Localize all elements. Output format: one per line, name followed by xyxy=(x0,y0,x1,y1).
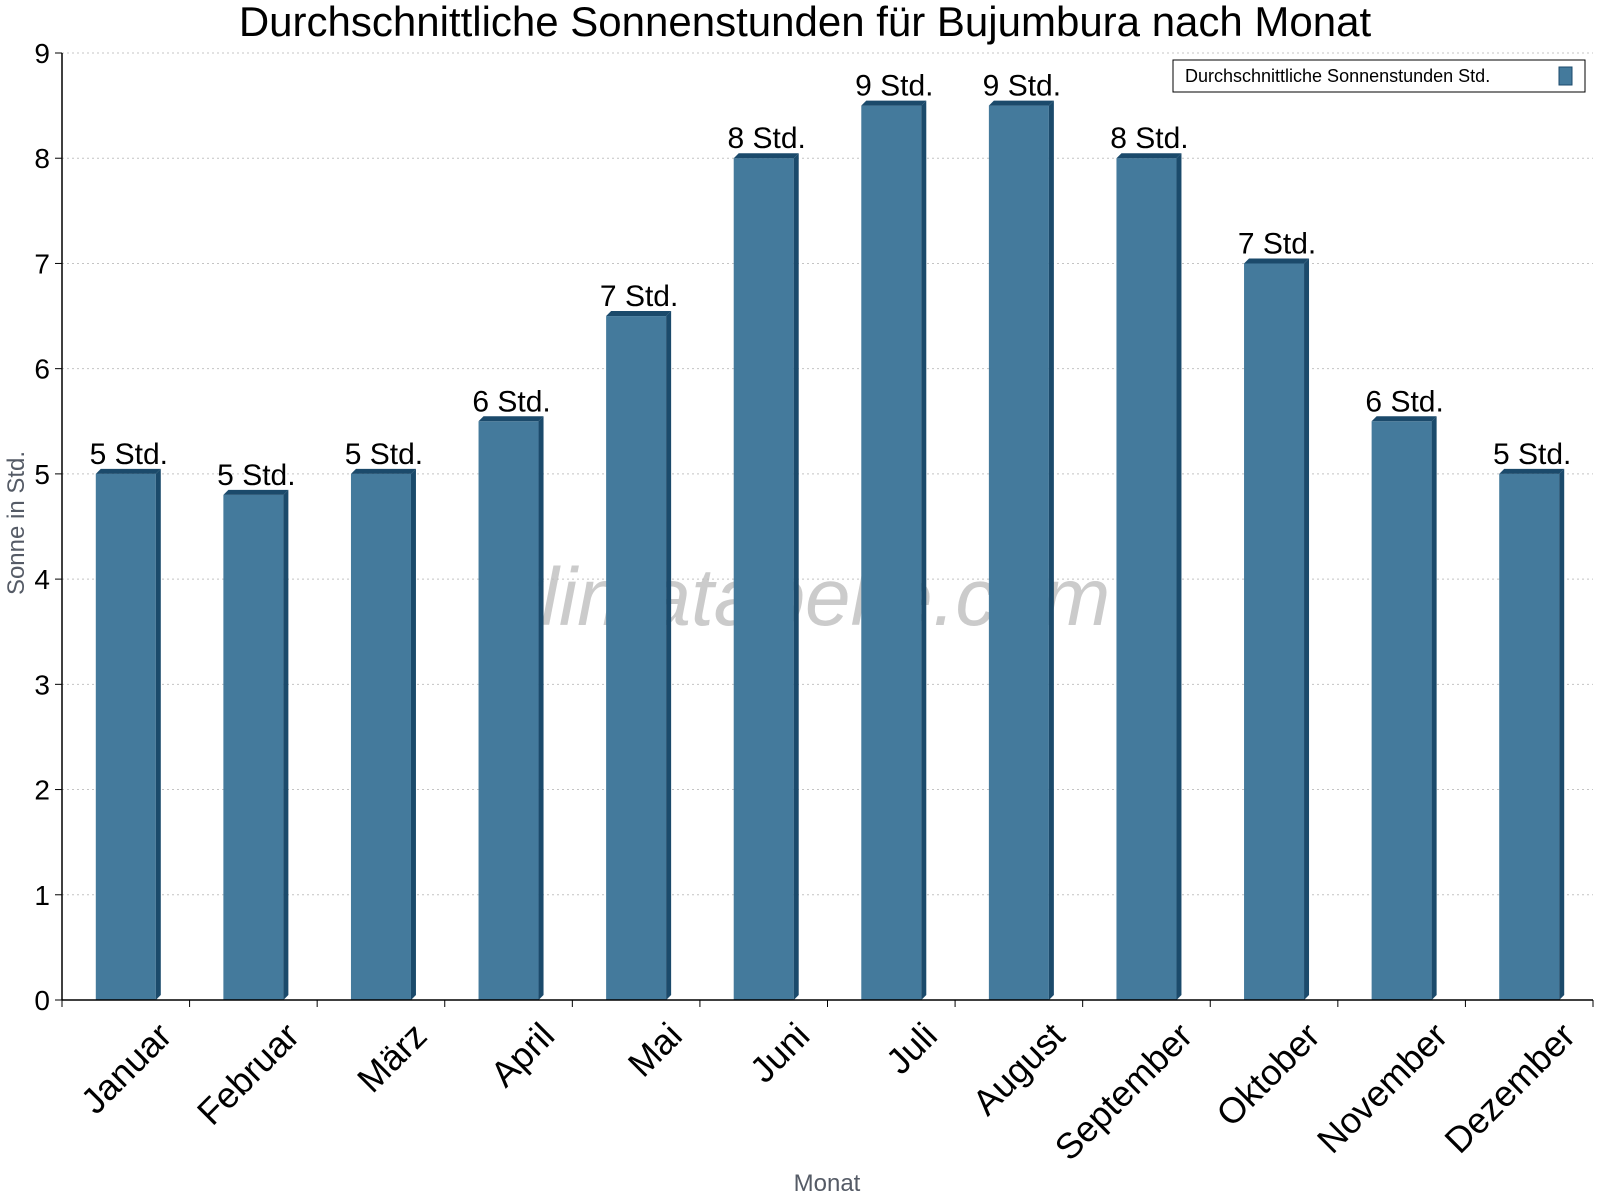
bar-side xyxy=(1176,153,1182,1000)
bar-side xyxy=(1304,258,1310,1000)
bar-november xyxy=(1371,416,1437,1000)
legend-label: Durchschnittliche Sonnenstunden Std. xyxy=(1185,66,1490,86)
data-label: 9 Std. xyxy=(983,70,1061,103)
x-tick-label: April xyxy=(482,1015,562,1095)
bar-front xyxy=(350,473,411,1000)
chart-title: Durchschnittliche Sonnenstunden für Buju… xyxy=(239,0,1372,45)
bar-side xyxy=(793,153,799,1000)
x-tick-label: August xyxy=(964,1015,1072,1123)
bar-front xyxy=(478,421,539,1000)
data-label: 7 Std. xyxy=(1238,227,1316,260)
data-label: 6 Std. xyxy=(1365,385,1443,418)
bar-september xyxy=(1116,153,1182,1000)
bar-top xyxy=(1371,416,1437,422)
legend-box xyxy=(1172,59,1586,93)
bar-top xyxy=(478,416,544,422)
bar-side xyxy=(1431,416,1437,1000)
bar-side xyxy=(921,100,927,1001)
y-tick-label: 7 xyxy=(34,248,50,279)
bar-front xyxy=(1499,473,1560,1000)
legend: Durchschnittliche Sonnenstunden Std. xyxy=(1172,59,1586,93)
y-axis-title: Sonne in Std. xyxy=(3,451,30,595)
data-labels: 5 Std. 5 Std. 5 Std. 6 Std. 7 Std. 8 Std. 9 St… xyxy=(90,70,1572,492)
bar-front xyxy=(1371,421,1432,1000)
y-tick-label: 6 xyxy=(34,354,50,385)
bar-side xyxy=(538,416,544,1000)
data-label: 5 Std. xyxy=(1493,438,1571,471)
bar-top xyxy=(1116,153,1182,159)
data-label: 7 Std. xyxy=(600,280,678,313)
y-tick-label: 1 xyxy=(34,880,50,911)
x-tick-labels: Januar Februar März April Mai Juni Juli AugustS… xyxy=(73,1015,1583,1169)
x-tick-label: Juni xyxy=(742,1015,818,1091)
x-tick-label: Mai xyxy=(620,1015,690,1085)
bar-märz xyxy=(350,468,416,1000)
bar-top xyxy=(350,468,416,474)
x-tick-label: September xyxy=(1047,1015,1201,1169)
data-label: 8 Std. xyxy=(1110,122,1188,155)
bar-oktober xyxy=(1244,258,1310,1000)
bar-januar xyxy=(95,468,161,1000)
bar-side xyxy=(283,489,289,1000)
bar-side xyxy=(1559,468,1565,1000)
y-tick-label: 9 xyxy=(34,38,50,69)
data-label: 6 Std. xyxy=(472,385,550,418)
bar-side xyxy=(410,468,416,1000)
y-tick-label: 8 xyxy=(34,143,50,174)
bar-august xyxy=(988,100,1054,1001)
bars xyxy=(95,100,1565,1001)
bar-mai xyxy=(606,311,672,1000)
bar-april xyxy=(478,416,544,1000)
bar-front xyxy=(95,473,156,1000)
bar-top xyxy=(223,489,289,495)
bar-top xyxy=(95,468,161,474)
y-tick-label: 5 xyxy=(34,459,50,490)
x-tick-label: Februar xyxy=(189,1015,307,1133)
bar-juni xyxy=(733,153,799,1000)
bar-side xyxy=(666,311,672,1000)
bar-side xyxy=(1048,100,1054,1001)
bar-februar xyxy=(223,489,289,1000)
bar-top xyxy=(606,311,672,317)
y-tick-label: 4 xyxy=(34,564,50,595)
data-label: 5 Std. xyxy=(90,438,168,471)
x-tick-label: Dezember xyxy=(1436,1015,1582,1161)
bar-top xyxy=(861,100,927,106)
x-tick-label: März xyxy=(349,1015,435,1101)
y-tick-label: 3 xyxy=(34,669,50,700)
bar-front xyxy=(223,494,284,1000)
data-label: 5 Std. xyxy=(345,438,423,471)
bar-front xyxy=(733,158,794,1000)
data-label: 5 Std. xyxy=(217,459,295,492)
y-tick-labels: 0 1 2 3 4 5 6 7 8 9 xyxy=(34,38,50,1016)
x-tick-label: November xyxy=(1309,1015,1455,1161)
data-label: 9 Std. xyxy=(855,70,933,103)
bar-top xyxy=(1244,258,1310,264)
x-tick-label: Oktober xyxy=(1208,1015,1328,1135)
x-axis-title: Monat xyxy=(794,1170,861,1197)
grid-lines xyxy=(62,52,1593,896)
bar-top xyxy=(988,100,1054,106)
bar-front xyxy=(1244,263,1305,1000)
x-tick-label: Juli xyxy=(878,1015,945,1082)
bar-dezember xyxy=(1499,468,1565,1000)
legend-swatch xyxy=(1558,66,1573,86)
bar-front xyxy=(861,105,922,1001)
bar-side xyxy=(155,468,161,1000)
bar-front xyxy=(988,105,1049,1001)
y-tick-label: 2 xyxy=(34,775,50,806)
bar-front xyxy=(606,316,667,1000)
bar-top xyxy=(733,153,799,159)
bar-juli xyxy=(861,100,927,1001)
y-tick-label: 0 xyxy=(34,985,50,1016)
x-tick-label: Januar xyxy=(73,1015,180,1122)
bar-top xyxy=(1499,468,1565,474)
data-label: 8 Std. xyxy=(728,122,806,155)
bar-front xyxy=(1116,158,1177,1000)
axes xyxy=(55,52,1594,1007)
